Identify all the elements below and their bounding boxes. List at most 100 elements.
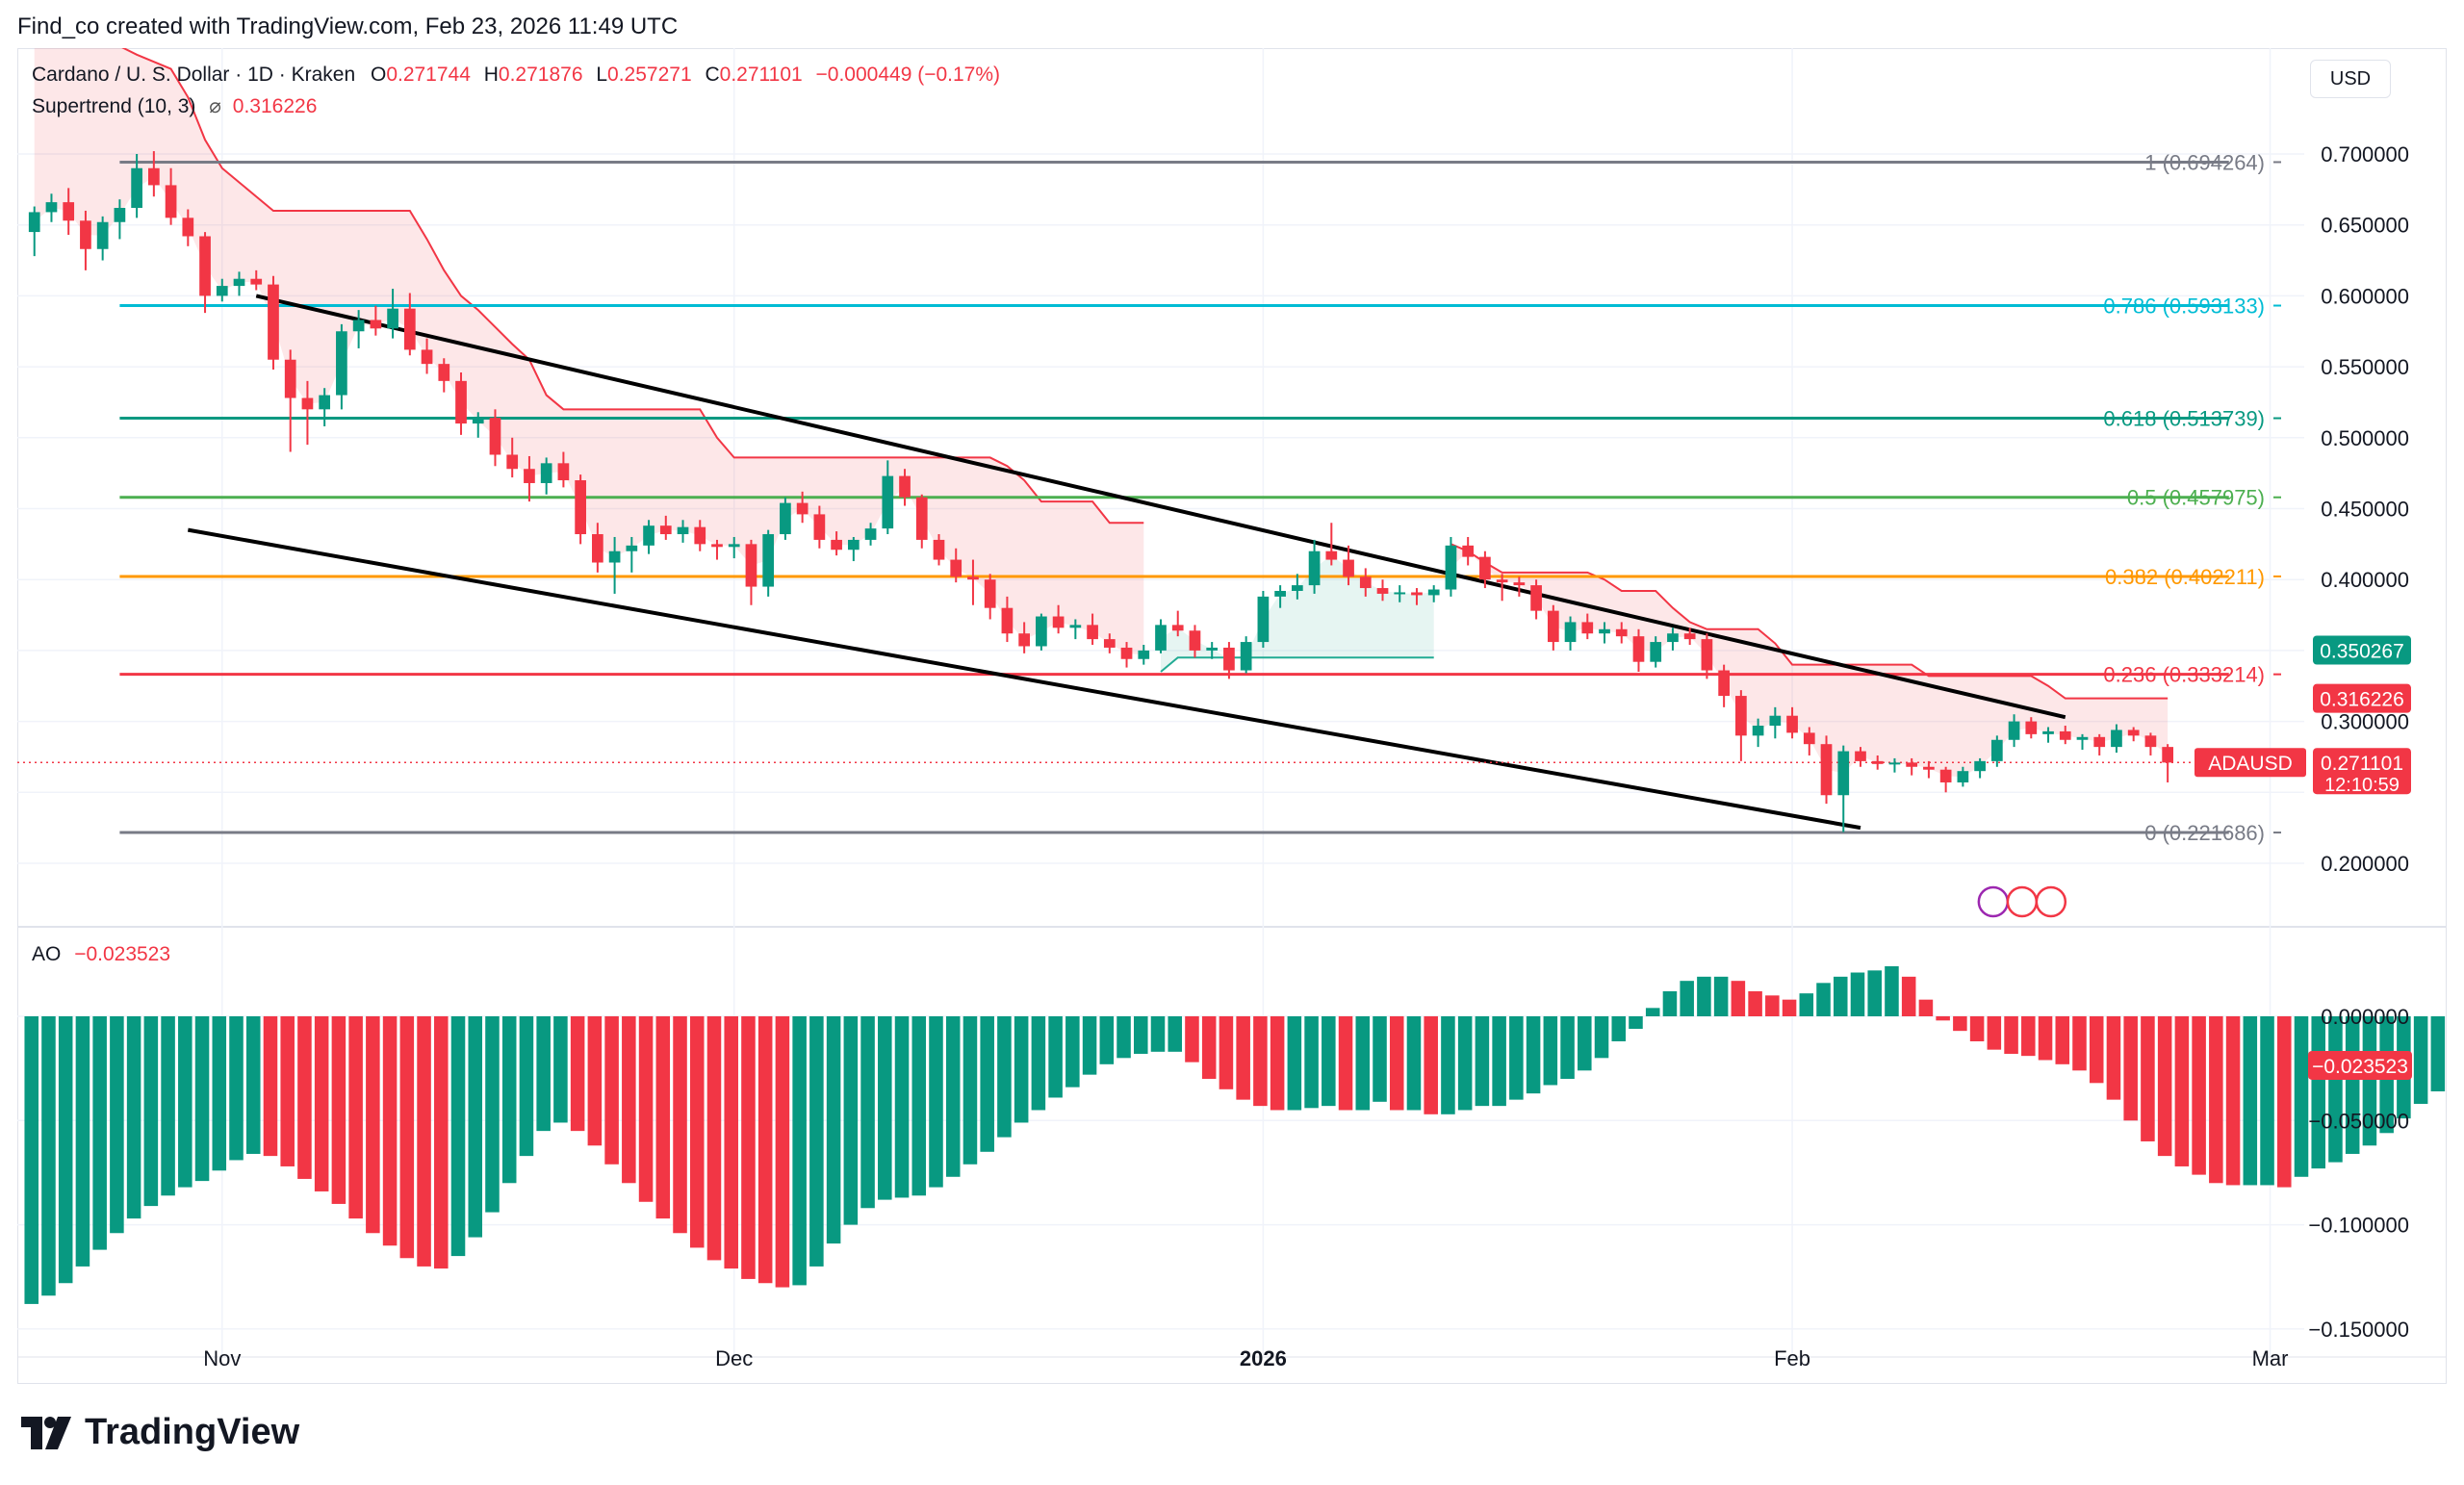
candle-body bbox=[694, 526, 706, 545]
candle-body bbox=[1257, 596, 1270, 643]
time-axis-label: Nov bbox=[203, 1346, 241, 1370]
ao-bar bbox=[638, 1016, 654, 1202]
ao-bar bbox=[280, 1016, 295, 1166]
chart-canvas[interactable]: 1 (0.694264) 0.786 (0.593133) 0.618 (0.513… bbox=[17, 48, 2447, 1384]
candle-body bbox=[950, 559, 962, 577]
ao-bar bbox=[2123, 1016, 2138, 1121]
ao-bar bbox=[1133, 1016, 1148, 1054]
candle-body bbox=[370, 320, 382, 329]
ao-bar bbox=[962, 1016, 978, 1165]
symbol-tag bbox=[2194, 748, 2306, 778]
candle-body bbox=[1871, 760, 1884, 764]
ao-bar bbox=[1578, 1016, 1592, 1071]
ao-bar bbox=[519, 1016, 534, 1157]
ao-bar bbox=[775, 1016, 790, 1288]
candle-body bbox=[745, 544, 757, 587]
ao-bar bbox=[1936, 1016, 1950, 1021]
ao-bar bbox=[245, 1016, 261, 1154]
candle-body bbox=[1223, 647, 1235, 671]
ao-bar bbox=[536, 1016, 551, 1132]
channel-lower-trendline bbox=[187, 527, 1861, 831]
candle-body bbox=[796, 502, 808, 515]
candle-body bbox=[352, 320, 365, 332]
ao-legend[interactable]: AO −0.023523 bbox=[32, 943, 170, 966]
supertrend-label: Supertrend (10, 3) bbox=[32, 95, 196, 117]
ao-bar bbox=[1987, 1016, 2002, 1050]
candle-body bbox=[2025, 721, 2038, 734]
ao-bar bbox=[741, 1016, 756, 1279]
hide-indicator-icon[interactable]: ⌀ bbox=[209, 95, 221, 117]
chart-frame bbox=[17, 48, 2447, 1384]
ao-bar bbox=[2004, 1016, 2018, 1054]
candle-body bbox=[1683, 633, 1696, 640]
currency-selector-button[interactable]: USD bbox=[2310, 60, 2391, 98]
ao-value-tag-text: −0.023523 bbox=[2312, 1056, 2408, 1078]
candle-body bbox=[403, 308, 416, 350]
ao-bar bbox=[1338, 1016, 1353, 1111]
candle-body bbox=[114, 208, 126, 222]
candle-body bbox=[1411, 592, 1423, 596]
economic-event-icon bbox=[2035, 885, 2067, 918]
candle-body bbox=[2093, 736, 2106, 748]
ao-bar bbox=[1031, 1016, 1046, 1111]
ao-bar bbox=[1816, 983, 1831, 1016]
candle-body bbox=[438, 364, 450, 381]
ao-bar bbox=[2021, 1016, 2036, 1057]
candle-body bbox=[216, 286, 228, 296]
legend-symbol: Cardano / U. S. Dollar · 1D · Kraken bbox=[32, 64, 356, 86]
candle-body bbox=[933, 539, 945, 560]
ao-bar bbox=[2038, 1016, 2053, 1061]
ao-bar bbox=[1867, 970, 1882, 1016]
ao-bar bbox=[41, 1016, 56, 1296]
candle-body bbox=[1820, 744, 1833, 796]
candle-body bbox=[847, 539, 860, 550]
candle-body bbox=[1615, 628, 1628, 637]
ao-bar bbox=[1441, 1016, 1455, 1114]
candle-body bbox=[80, 220, 91, 249]
ao-bar bbox=[1185, 1016, 1199, 1063]
ao-bar bbox=[1373, 1016, 1387, 1102]
candle-body bbox=[1769, 715, 1782, 727]
ao-bar bbox=[1201, 1016, 1217, 1079]
ao-bar bbox=[399, 1016, 415, 1259]
candle-body bbox=[45, 202, 58, 213]
candle-body bbox=[1547, 610, 1559, 643]
supertrend-legend[interactable]: Supertrend (10, 3) ⌀ 0.316226 bbox=[32, 94, 317, 118]
candle-body bbox=[1632, 636, 1645, 662]
ao-bar bbox=[417, 1016, 431, 1267]
ao-bar bbox=[1492, 1016, 1506, 1107]
candle-body bbox=[2162, 747, 2174, 763]
price-axis-label: 0.200000 bbox=[2321, 852, 2409, 876]
ao-bar bbox=[1833, 976, 1848, 1016]
candle-body bbox=[915, 497, 928, 540]
candle-body bbox=[2059, 730, 2071, 740]
ao-bar bbox=[1389, 1016, 1404, 1111]
ao-bar bbox=[622, 1016, 636, 1184]
ao-bar bbox=[1918, 999, 1934, 1016]
ao-bar bbox=[1680, 981, 1694, 1016]
candle-body bbox=[626, 545, 638, 551]
candle-body bbox=[1240, 642, 1252, 671]
ao-bar bbox=[2345, 1016, 2360, 1154]
ao-bar bbox=[1253, 1016, 1268, 1107]
ao-bar bbox=[2243, 1016, 2258, 1186]
ao-bar bbox=[604, 1016, 619, 1165]
candle-body bbox=[1974, 760, 1986, 772]
ao-bar bbox=[126, 1016, 141, 1219]
tradingview-brand[interactable]: TradingView bbox=[21, 1412, 299, 1453]
ao-bar bbox=[826, 1016, 841, 1244]
candle-body bbox=[268, 284, 279, 360]
candle-body bbox=[1189, 630, 1201, 651]
candle-body bbox=[1786, 715, 1798, 733]
candle-body bbox=[1513, 582, 1526, 586]
candle-body bbox=[472, 418, 484, 424]
ao-bar bbox=[757, 1016, 773, 1284]
ao-bar bbox=[1697, 976, 1711, 1016]
ao-bar bbox=[1713, 976, 1729, 1016]
ao-bar bbox=[1629, 1016, 1643, 1029]
ao-bar bbox=[1150, 1016, 1166, 1052]
candle-body bbox=[1752, 726, 1764, 736]
candle-body bbox=[2008, 721, 2020, 740]
ao-bar bbox=[2328, 1016, 2343, 1163]
candle-body bbox=[1018, 633, 1031, 647]
